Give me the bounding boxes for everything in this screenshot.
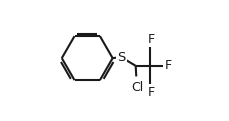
Text: F: F <box>147 86 154 99</box>
Text: F: F <box>164 59 171 72</box>
Text: F: F <box>147 33 154 46</box>
Text: S: S <box>117 51 125 64</box>
Text: Cl: Cl <box>131 81 143 94</box>
